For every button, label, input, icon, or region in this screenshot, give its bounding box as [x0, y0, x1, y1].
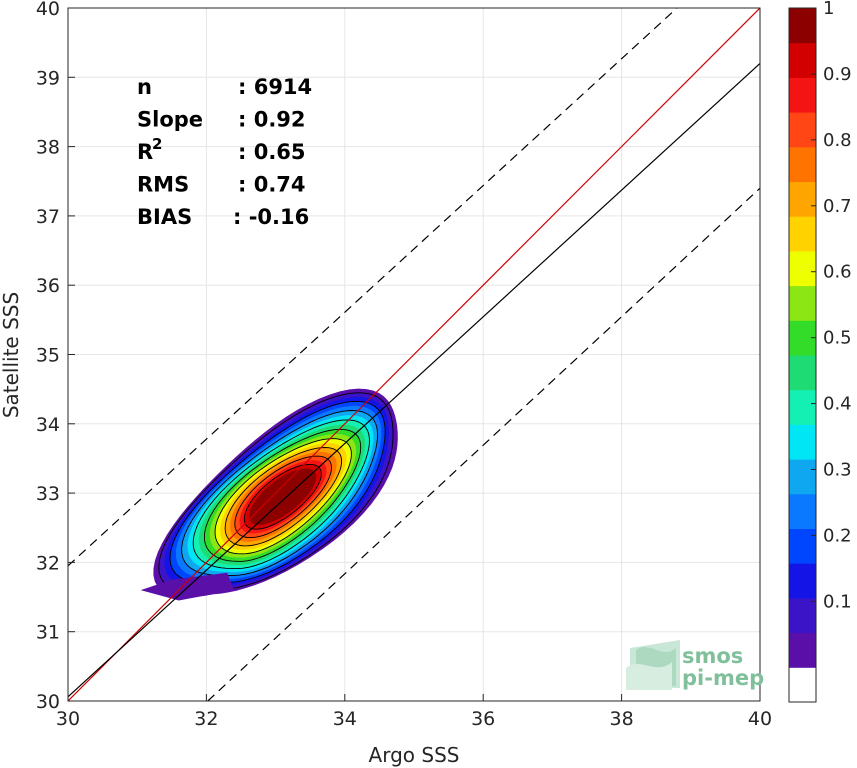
- x-tick-label: 38: [610, 708, 634, 730]
- x-axis-ticks: 30 32 34 36 38 40: [56, 694, 772, 730]
- y-tick-label: 31: [36, 622, 60, 644]
- y-tick-label: 37: [36, 206, 60, 228]
- density-tail: [140, 572, 235, 601]
- y-tick-label: 35: [36, 345, 60, 367]
- colorbar-tick-label: 0.3: [823, 460, 852, 481]
- stat-value: : 0.74: [238, 173, 306, 197]
- colorbar-tick-label: 0.1: [823, 591, 852, 612]
- stat-value: : 0.65: [238, 140, 306, 164]
- colorbar-tick-label: 0.2: [823, 525, 852, 546]
- stat-label: BIAS: [137, 205, 192, 229]
- colorbar-tick-label: 1: [823, 0, 834, 19]
- stat-superscript: 2: [152, 135, 162, 153]
- x-tick-label: 34: [333, 708, 357, 730]
- colorbar-tick-label: 0.9: [823, 64, 852, 85]
- colorbar-swatch: [789, 8, 816, 44]
- colorbar-swatch: [789, 285, 816, 321]
- colorbar-swatch: [789, 493, 816, 529]
- stat-label: R: [137, 140, 153, 164]
- logo-line2: pi-mep: [682, 666, 764, 690]
- x-tick-label: 36: [471, 708, 495, 730]
- colorbar-swatch: [789, 355, 816, 391]
- colorbar: 0.1 0.2 0.3 0.4 0.5 0.6 0.7 0.8 0.9 1: [788, 0, 852, 703]
- colorbar-tick-label: 0.6: [823, 262, 852, 283]
- y-tick-label: 36: [36, 275, 60, 297]
- stat-value: : 6914: [238, 75, 312, 99]
- colorbar-frame: [788, 7, 817, 703]
- stat-label: n: [137, 75, 152, 99]
- y-axis-label: Satellite SSS: [0, 292, 23, 418]
- colorbar-swatch: [789, 250, 816, 287]
- colorbar-swatch: [789, 146, 816, 182]
- y-tick-label: 32: [36, 552, 60, 574]
- x-tick-label: 30: [56, 708, 80, 730]
- y-tick-label: 30: [36, 691, 60, 713]
- colorbar-swatch: [789, 597, 816, 634]
- upper-bound-line: [68, 8, 678, 567]
- colorbar-swatch: [789, 459, 816, 495]
- colorbar-tick-label: 0.4: [823, 394, 852, 415]
- regression-line: [68, 62, 760, 698]
- stat-label: Slope: [137, 108, 203, 132]
- x-tick-label: 40: [748, 708, 772, 730]
- stat-label: RMS: [137, 173, 189, 197]
- logo-line1: smos: [682, 644, 743, 668]
- colorbar-swatch: [789, 389, 816, 425]
- identity-line: [68, 8, 760, 701]
- smos-pi-mep-logo: smos pi-mep: [626, 640, 764, 690]
- y-tick-label: 33: [36, 483, 60, 505]
- colorbar-tick-label: 0.5: [823, 328, 852, 349]
- stat-value: : 0.92: [238, 108, 306, 132]
- colorbar-swatch: [789, 424, 816, 460]
- stat-value: : -0.16: [233, 205, 309, 229]
- reference-lines: [68, 8, 760, 701]
- colorbar-swatch: [789, 216, 816, 252]
- colorbar-swatch: [789, 181, 816, 217]
- stats-panel: n : 6914 Slope : 0.92 R2 : 0.65 RMS : 0.74 BIAS:…: [137, 75, 312, 229]
- y-tick-label: 34: [36, 414, 60, 436]
- colorbar-swatch: [789, 563, 816, 599]
- y-tick-label: 39: [36, 67, 60, 89]
- lower-bound-line: [207, 187, 760, 701]
- colorbar-swatch: [789, 528, 816, 564]
- density-contour: [249, 468, 317, 525]
- y-tick-label: 40: [36, 0, 60, 20]
- colorbar-swatch: [789, 77, 816, 113]
- colorbar-swatch: [789, 42, 816, 78]
- colorbar-swatch: [789, 112, 816, 148]
- colorbar-tick-label: 0.7: [823, 196, 852, 217]
- y-tick-label: 38: [36, 137, 60, 159]
- colorbar-tick-label: 0.8: [823, 130, 852, 151]
- colorbar-swatch: [789, 667, 816, 703]
- logo-waves-icon: [626, 640, 680, 690]
- y-axis-ticks: 30 31 32 33 34 35 36 37 38 39 40: [36, 0, 75, 713]
- x-axis-label: Argo SSS: [369, 743, 460, 767]
- colorbar-swatch: [789, 632, 816, 668]
- x-tick-label: 32: [194, 708, 218, 730]
